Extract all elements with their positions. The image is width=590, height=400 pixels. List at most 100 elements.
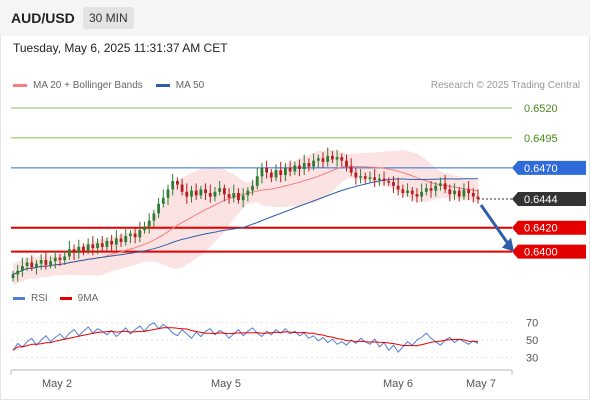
candle-body: [340, 157, 344, 161]
candle-body: [396, 185, 400, 190]
candle-body: [105, 240, 109, 247]
candle-body: [453, 190, 456, 195]
rsi-tick-label: 70: [526, 318, 538, 330]
x-tick-label: May 7: [466, 378, 496, 390]
candle-body: [49, 261, 52, 265]
candle-body: [406, 190, 409, 193]
ma9-swatch: [59, 297, 72, 300]
candle-body: [16, 270, 20, 275]
candle-body: [63, 256, 67, 261]
candle-body: [72, 249, 76, 253]
candle-body: [237, 192, 240, 201]
candle-body: [298, 165, 301, 170]
candle-body: [439, 183, 442, 186]
candle-body: [377, 178, 381, 181]
candle-body: [171, 181, 175, 190]
timeframe-button[interactable]: 30 MIN: [83, 7, 134, 29]
candle-body: [434, 185, 438, 191]
candle-body: [307, 163, 311, 167]
legend-ma50-label: MA 50: [175, 80, 205, 91]
candle-body: [53, 257, 57, 262]
price-legend: MA 20 + Bollinger Bands MA 50: [13, 80, 217, 91]
candle-body: [232, 192, 236, 198]
candle-body: [467, 189, 471, 193]
chart-header: AUD/USD 30 MIN: [0, 0, 590, 36]
candle-body: [359, 176, 362, 178]
candle-body: [382, 178, 386, 182]
symbol-title: AUD/USD: [11, 10, 75, 26]
candle-body: [330, 155, 334, 160]
candle-body: [152, 213, 156, 221]
ma50-line: [12, 178, 478, 275]
candle-body: [246, 190, 250, 196]
candle-body: [420, 191, 424, 197]
candle-body: [373, 177, 377, 180]
candle-body: [58, 257, 62, 261]
candle-body: [199, 189, 203, 196]
level-label: 0.6400: [524, 247, 558, 259]
candle-body: [129, 233, 132, 237]
candle-body: [255, 176, 259, 186]
candle-body: [476, 196, 480, 199]
candle-body: [30, 262, 34, 268]
candle-body: [11, 274, 15, 279]
candle-body: [35, 263, 38, 268]
candle-body: [86, 244, 90, 251]
candle-body: [44, 260, 48, 265]
candle-body: [100, 243, 104, 247]
candle-body: [424, 188, 428, 192]
candle-body: [157, 203, 161, 214]
candle-body: [293, 165, 297, 172]
candle-body: [204, 189, 207, 193]
candle-body: [110, 240, 114, 245]
candle-body: [269, 172, 273, 178]
candle-body: [302, 163, 306, 170]
level-label: 0.6444: [524, 194, 558, 206]
level-label: 0.6470: [524, 163, 558, 175]
legend-rsi-label: RSI: [31, 293, 48, 304]
legend-rsi: RSI: [13, 293, 48, 304]
candle-body: [222, 188, 226, 195]
candle-body: [227, 194, 231, 198]
level-label-box: [512, 191, 586, 206]
candle-body: [457, 190, 461, 197]
resistance-label: 0.6520: [524, 103, 558, 115]
candle-body: [175, 181, 179, 185]
level-label-box: [512, 244, 586, 259]
candle-body: [410, 190, 414, 195]
projection-arrow-shaft: [479, 204, 510, 245]
candle-body: [284, 167, 287, 176]
candle-body: [147, 220, 151, 227]
candle-body: [124, 236, 128, 243]
rsi-tick-label: 50: [526, 335, 538, 347]
timestamp: Tuesday, May 6, 2025 11:31:37 AM CET: [13, 41, 228, 55]
candle-body: [335, 157, 339, 160]
candle-body: [392, 182, 395, 186]
x-tick-label: May 6: [383, 378, 413, 390]
candle-body: [354, 172, 358, 178]
candle-body: [316, 158, 320, 161]
level-label-box: [512, 160, 586, 175]
bollinger-band: [13, 148, 478, 286]
candle-body: [288, 167, 292, 172]
candle-body: [213, 191, 217, 197]
resistance-label: 0.6495: [524, 133, 558, 145]
candle-body: [218, 188, 222, 192]
candle-body: [39, 260, 43, 264]
candle-body: [114, 238, 118, 245]
ma50-swatch: [155, 84, 170, 87]
legend-ma20: MA 20 + Bollinger Bands: [13, 80, 143, 91]
candle-body: [274, 170, 278, 178]
candle-body: [321, 158, 325, 162]
candle-body: [185, 191, 189, 197]
candle-body: [443, 183, 447, 190]
candle-body: [462, 189, 466, 197]
candle-body: [82, 246, 85, 251]
candle-body: [279, 170, 283, 176]
rsi-swatch: [13, 297, 25, 300]
x-tick-label: May 5: [211, 378, 241, 390]
candle-body: [161, 197, 165, 204]
candle-body: [401, 189, 405, 193]
candle-body: [368, 177, 372, 179]
